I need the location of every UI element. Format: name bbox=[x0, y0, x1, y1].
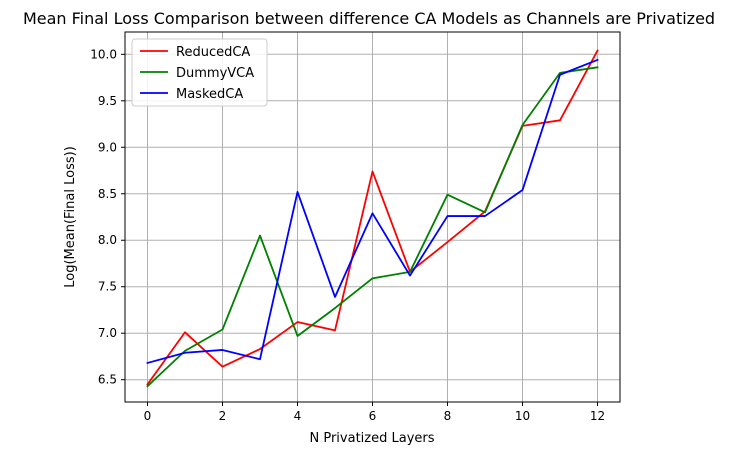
legend-label-maskedca: MaskedCA bbox=[176, 87, 243, 102]
y-tick-label: 7.0 bbox=[98, 326, 117, 340]
y-tick-label: 8.5 bbox=[98, 187, 117, 201]
legend: ReducedCA DummyVCA MaskedCA bbox=[131, 38, 268, 107]
x-tick-label: 6 bbox=[369, 409, 377, 423]
chart-title: Mean Final Loss Comparison between diffe… bbox=[23, 9, 715, 28]
y-axis-label: Log(Mean(Final Loss)) bbox=[63, 146, 78, 288]
y-axis: 6.5 7.0 7.5 8.0 8.5 9.0 9.5 10.0 bbox=[90, 47, 125, 387]
legend-label-dummyvca: DummyVCA bbox=[176, 66, 254, 81]
legend-label-reducedca: ReducedCA bbox=[176, 45, 250, 60]
x-tick-label: 0 bbox=[144, 409, 152, 423]
x-axis: 0 2 4 6 8 10 12 bbox=[144, 402, 605, 423]
y-tick-label: 9.0 bbox=[98, 140, 117, 154]
y-tick-label: 8.0 bbox=[98, 233, 117, 247]
x-axis-label: N Privatized Layers bbox=[309, 431, 434, 446]
x-tick-label: 8 bbox=[444, 409, 452, 423]
series-layer bbox=[146, 49, 599, 388]
x-tick-label: 4 bbox=[294, 409, 302, 423]
y-tick-label: 7.5 bbox=[98, 280, 117, 294]
legend-box bbox=[131, 38, 268, 107]
series-line-maskedca bbox=[146, 58, 599, 365]
x-tick-label: 10 bbox=[515, 409, 530, 423]
y-tick-label: 6.5 bbox=[98, 373, 117, 387]
y-tick-label: 10.0 bbox=[90, 47, 117, 61]
x-tick-label: 12 bbox=[590, 409, 605, 423]
x-tick-label: 2 bbox=[219, 409, 227, 423]
series-line-dummyvca bbox=[146, 66, 599, 388]
y-tick-label: 9.5 bbox=[98, 94, 117, 108]
